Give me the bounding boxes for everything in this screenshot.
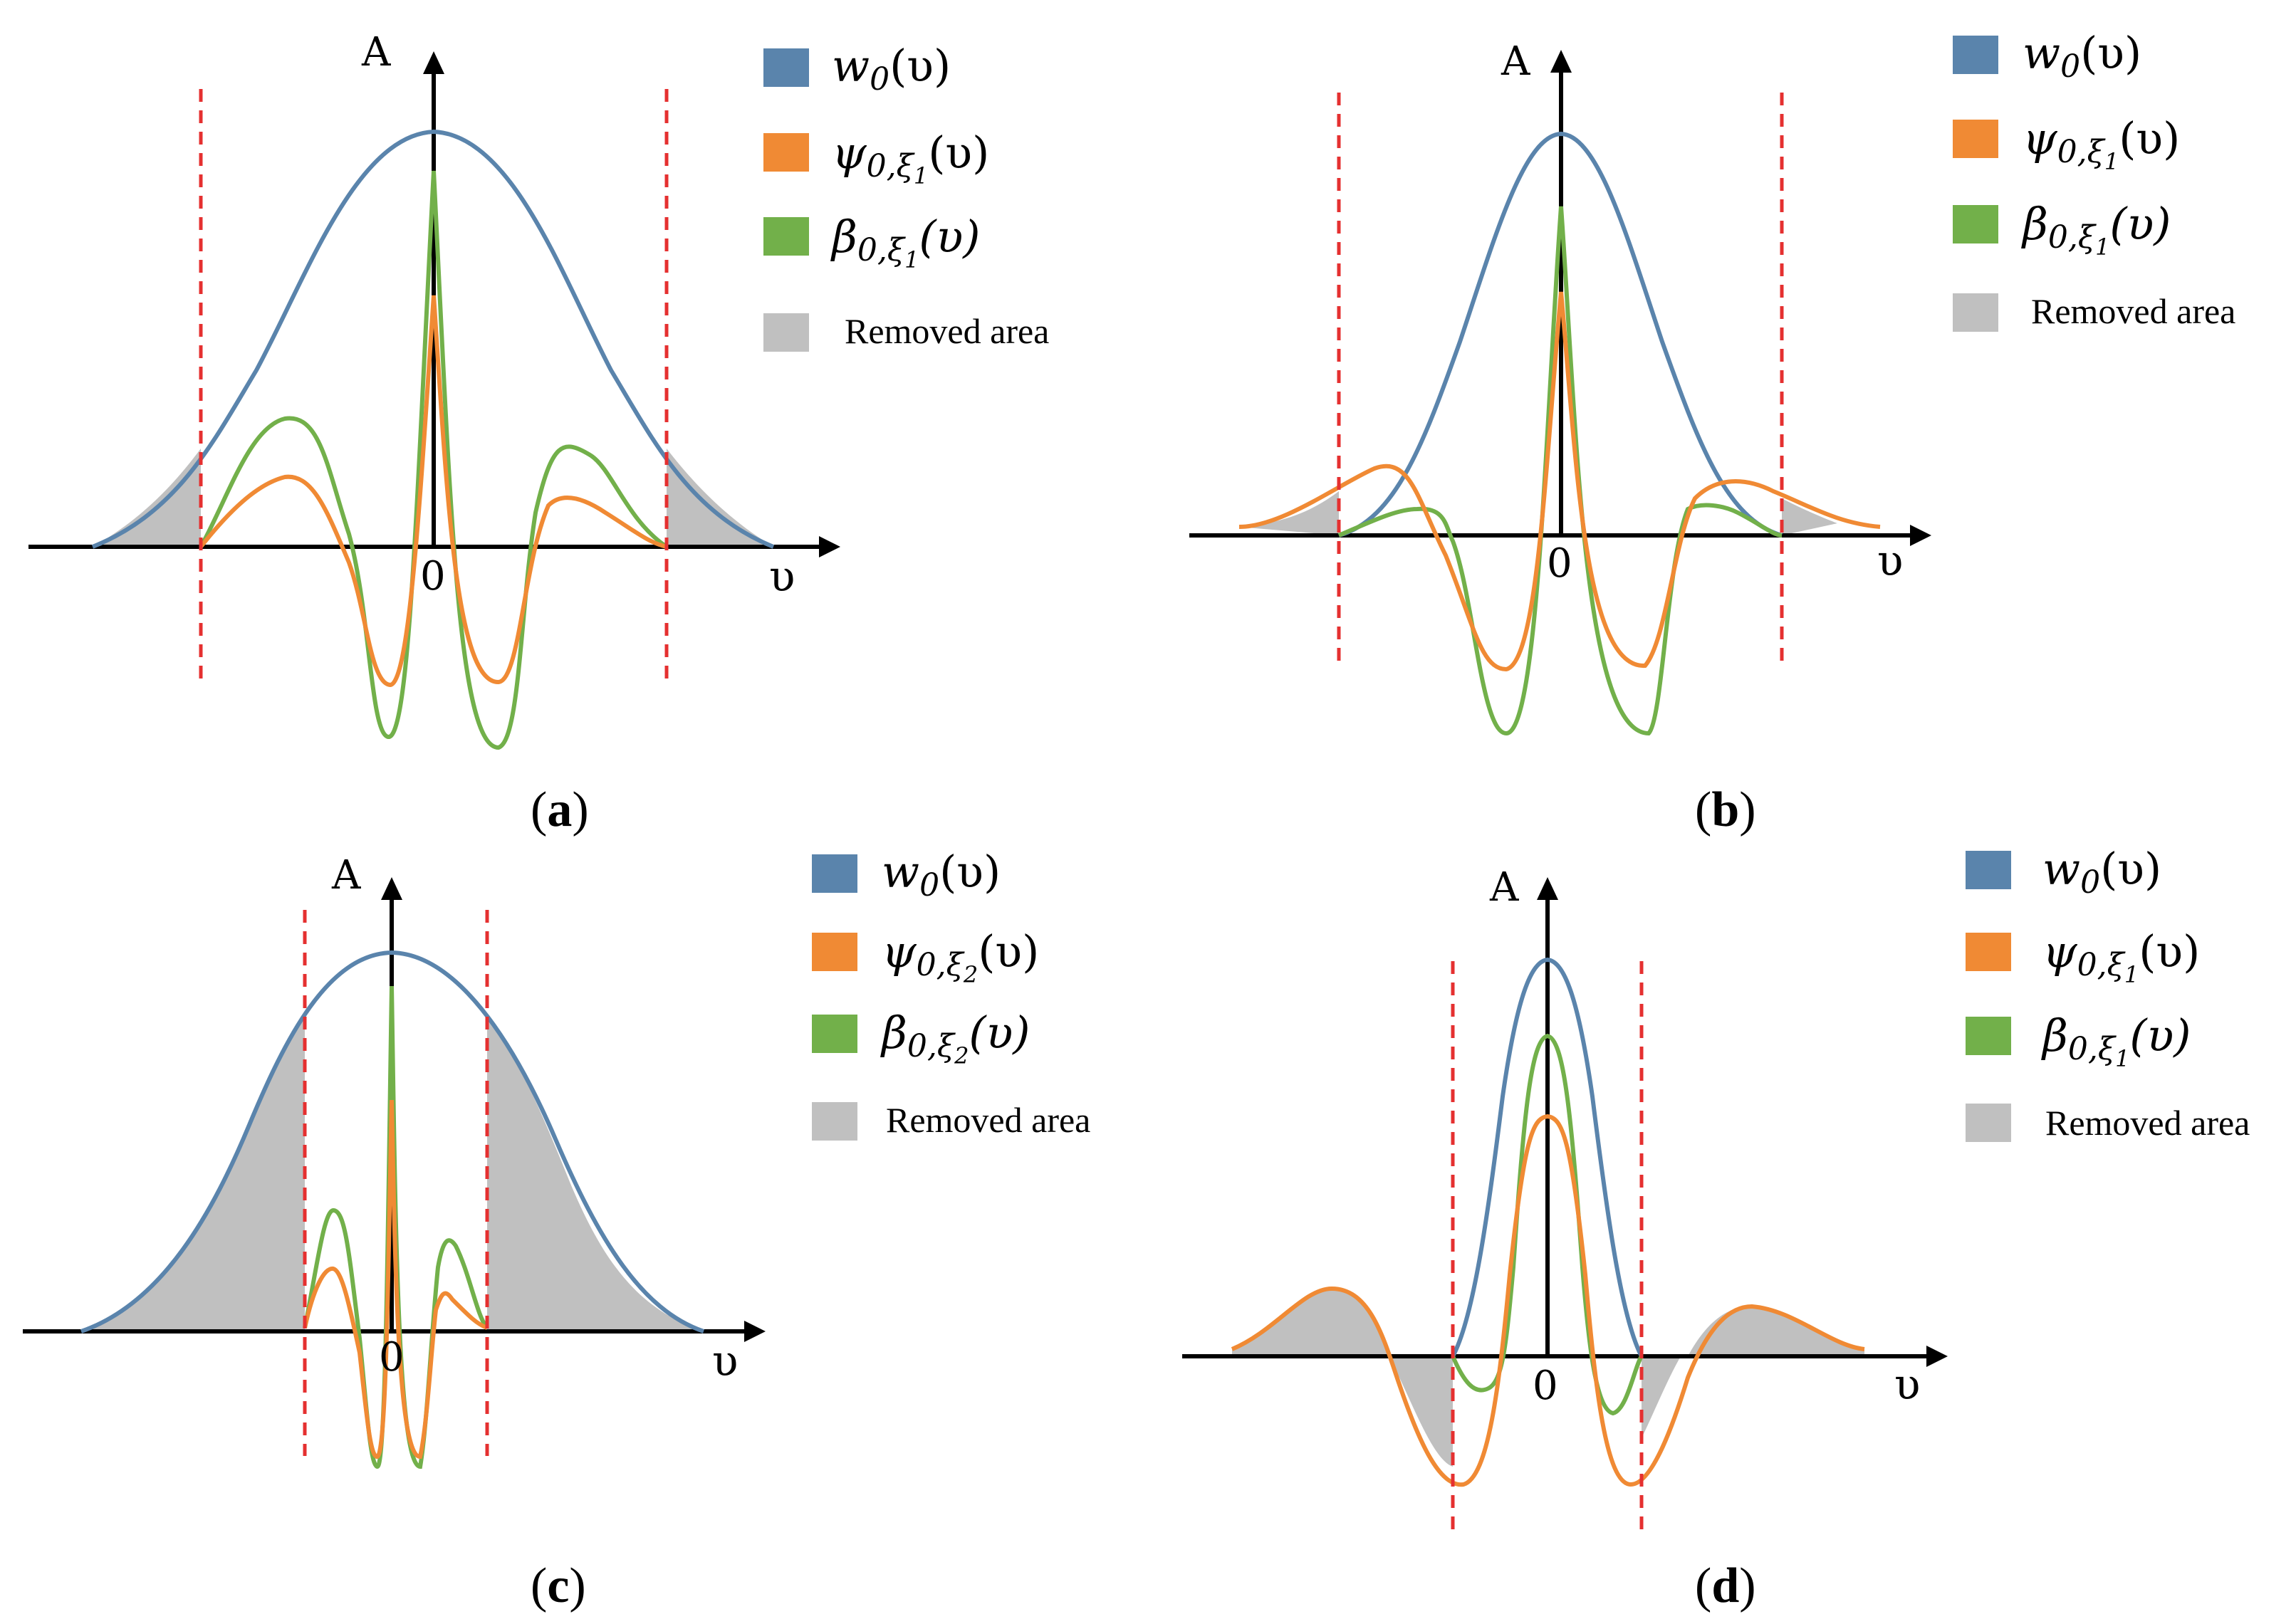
y-axis-arrow xyxy=(381,877,402,900)
panel-c: A υ 0 w0(υ) ψ0,ξ2(υ) β0,ξ2(υ) Removed ar… xyxy=(23,846,1090,1613)
caption-d: (d) xyxy=(1695,1558,1756,1613)
legend-swatch-beta xyxy=(812,1015,857,1053)
legend: w0(υ) ψ0,ξ1(υ) β0,ξ1(υ) Removed area xyxy=(1953,27,2235,332)
x-axis-label: υ xyxy=(1877,536,1903,586)
panel-a: A υ 0 w0(υ) ψ0,ξ1(υ) β0,ξ1(υ) Removed ar… xyxy=(28,29,1049,837)
psi-curve xyxy=(1238,291,1881,672)
x-axis-label: υ xyxy=(769,552,795,602)
removed-area-right xyxy=(487,1015,704,1331)
legend-swatch-removed xyxy=(763,313,809,352)
legend: w0(υ) ψ0,ξ2(υ) β0,ξ2(υ) Removed area xyxy=(812,846,1090,1141)
legend-swatch-psi xyxy=(1953,120,1998,158)
x-axis-label: υ xyxy=(1894,1360,1920,1410)
origin-label: 0 xyxy=(420,553,446,599)
removed-area-left xyxy=(93,449,201,547)
legend-swatch-removed xyxy=(1966,1104,2011,1142)
legend-label-psi: ψ0,ξ1(υ) xyxy=(832,127,989,189)
x-axis-arrow xyxy=(744,1321,766,1342)
psi-curve xyxy=(303,1099,489,1460)
beta-curve xyxy=(199,170,668,750)
y-axis-label: A xyxy=(361,29,391,75)
psi-curve xyxy=(1231,1114,1865,1487)
panel-d: A υ 0 w0(υ) ψ0,ξ1(υ) β0,ξ1(υ) Removed ar… xyxy=(1182,843,2250,1613)
removed-area-left-1 xyxy=(1232,1289,1389,1356)
legend-swatch-w0 xyxy=(1966,851,2011,889)
origin-label: 0 xyxy=(1533,1363,1558,1409)
legend-swatch-w0 xyxy=(763,48,809,87)
panel-b: A υ 0 w0(υ) ψ0,ξ1(υ) β0,ξ1(υ) Removed ar… xyxy=(1189,27,2235,837)
legend-swatch-w0 xyxy=(1953,36,1998,74)
y-axis-label: A xyxy=(1501,38,1530,85)
x-axis-arrow xyxy=(1926,1346,1948,1367)
removed-area-right xyxy=(1782,498,1837,535)
w0-curve xyxy=(1451,957,1644,1358)
legend-swatch-psi xyxy=(763,133,809,172)
legend-swatch-psi xyxy=(1966,933,2011,971)
removed-area-right xyxy=(667,449,773,547)
legend: w0(υ) ψ0,ξ1(υ) β0,ξ1(υ) Removed area xyxy=(763,40,1049,352)
x-axis-arrow xyxy=(819,536,840,557)
legend-swatch-beta xyxy=(1966,1017,2011,1055)
legend-label-removed: Removed area xyxy=(886,1100,1090,1140)
removed-area-left xyxy=(81,1015,305,1331)
y-axis-label: A xyxy=(331,852,361,898)
legend-label-beta: β0,ξ1(υ) xyxy=(2041,1010,2191,1072)
legend-label-beta: β0,ξ1(υ) xyxy=(2021,198,2171,261)
caption-a: (a) xyxy=(531,782,589,837)
legend-label-w0: w0(υ) xyxy=(882,846,1001,903)
caption-c: (c) xyxy=(531,1558,586,1613)
y-axis-arrow xyxy=(1537,877,1558,900)
caption-b: (b) xyxy=(1695,782,1756,837)
legend-label-beta: β0,ξ2(υ) xyxy=(880,1007,1030,1069)
legend-label-w0: w0(υ) xyxy=(2023,27,2141,85)
legend-label-beta: β0,ξ1(υ) xyxy=(830,211,981,273)
y-axis-label: A xyxy=(1489,864,1519,911)
removed-area-left-2 xyxy=(1389,1356,1453,1467)
legend-swatch-beta xyxy=(1953,205,1998,243)
y-axis-arrow xyxy=(423,51,444,74)
legend-swatch-psi xyxy=(812,933,857,971)
x-axis-label: υ xyxy=(712,1336,738,1386)
legend-swatch-w0 xyxy=(812,854,857,893)
removed-area-right-1 xyxy=(1642,1356,1681,1438)
legend-swatch-removed xyxy=(1953,293,1998,332)
legend-label-removed: Removed area xyxy=(2031,291,2235,331)
origin-label: 0 xyxy=(1547,540,1572,587)
w0-curve xyxy=(80,950,704,1334)
legend-swatch-beta xyxy=(763,217,809,256)
legend-label-psi: ψ0,ξ1(υ) xyxy=(2042,926,2200,988)
legend: w0(υ) ψ0,ξ1(υ) β0,ξ1(υ) Removed area xyxy=(1966,843,2250,1143)
w0-curve xyxy=(91,129,775,549)
legend-label-psi: ψ0,ξ1(υ) xyxy=(2023,112,2180,175)
beta-curve xyxy=(303,985,489,1469)
w0-curve xyxy=(1338,131,1783,538)
legend-label-removed: Removed area xyxy=(2045,1103,2250,1143)
x-axis-arrow xyxy=(1910,525,1931,546)
removed-area-right-2 xyxy=(1688,1306,1864,1356)
psi-curve xyxy=(199,295,667,688)
legend-label-removed: Removed area xyxy=(845,311,1049,351)
legend-label-psi: ψ0,ξ2(υ) xyxy=(882,926,1039,988)
origin-label: 0 xyxy=(379,1334,405,1380)
legend-label-w0: w0(υ) xyxy=(832,40,951,98)
legend-label-w0: w0(υ) xyxy=(2042,843,2161,901)
y-axis-arrow xyxy=(1550,50,1572,73)
legend-swatch-removed xyxy=(812,1102,857,1141)
